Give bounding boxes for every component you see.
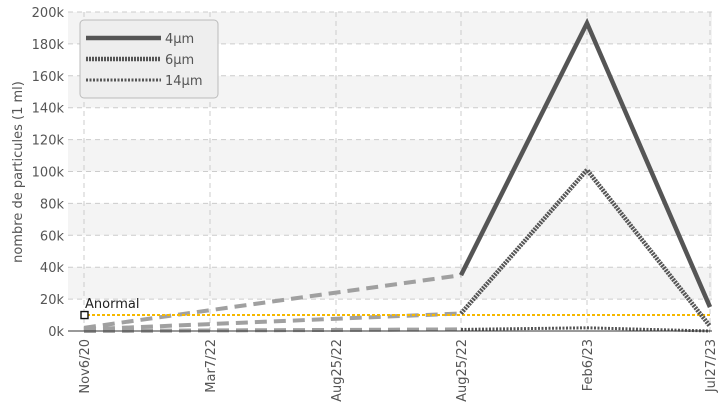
x-tick-label: Nov6/20 — [78, 339, 93, 394]
y-axis-tick-labels: 0k 20k 40k 60k 80k 100k 120k 140k 160k 180k 200k — [32, 6, 65, 340]
y-tick-label: 100k — [32, 166, 65, 181]
y-tick-label: 120k — [32, 134, 65, 149]
y-tick-label: 200k — [32, 6, 65, 21]
grid-lines — [68, 11, 712, 332]
y-tick-label: 60k — [40, 229, 65, 244]
y-axis-label: nombre de particules (1 ml) — [11, 81, 26, 263]
y-tick-label: 140k — [32, 102, 65, 117]
legend-label: 6μm — [165, 53, 194, 68]
dashed-connector — [83, 311, 462, 332]
y-tick-label: 0k — [48, 325, 64, 340]
plot-band — [68, 139, 712, 172]
series-line — [459, 166, 712, 328]
series-line — [460, 326, 711, 333]
x-tick-label: Feb6/23 — [581, 339, 596, 391]
plot-band — [68, 203, 712, 236]
x-tick-label: Mar7/22 — [204, 339, 219, 393]
y-tick-label: 40k — [40, 261, 65, 276]
series-lines — [458, 17, 713, 333]
x-tick-label: Aug25/22 — [330, 339, 345, 402]
legend-label: 4μm — [165, 32, 194, 47]
series-line — [458, 17, 713, 308]
legend-label: 14μm — [165, 74, 202, 89]
threshold-label: Anormal — [85, 297, 139, 312]
dashed-connector — [83, 273, 462, 330]
legend: 4μm 6μm 14μm — [79, 19, 219, 99]
x-axis-tick-labels: Nov6/20 Mar7/22 Aug25/22 Aug25/22 Feb6/23 Jul… — [78, 339, 719, 402]
x-tick-label: Jul27/23 — [704, 339, 719, 393]
y-tick-label: 20k — [40, 293, 65, 308]
x-tick-label: Aug25/22 — [455, 339, 470, 402]
y-tick-label: 160k — [32, 70, 65, 85]
threshold-marker — [80, 310, 89, 320]
threshold-line: Anormal — [80, 297, 712, 320]
y-tick-label: 180k — [32, 38, 65, 53]
y-tick-label: 80k — [40, 197, 65, 212]
